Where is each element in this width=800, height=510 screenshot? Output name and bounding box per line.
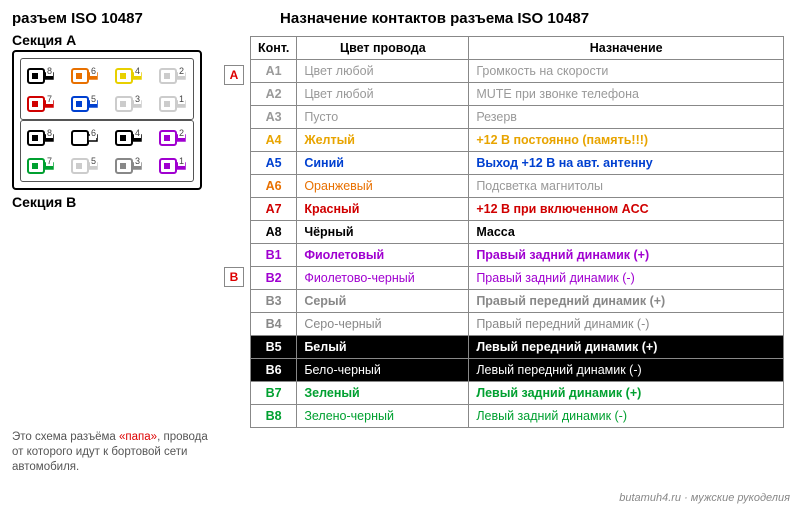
purpose-cell: Масса <box>469 221 784 244</box>
connector-pin: 2 <box>159 127 187 149</box>
connector-pin: 6 <box>71 65 99 87</box>
table-row: B5БелыйЛевый передний динамик (+) <box>251 336 784 359</box>
pin-cell: A6 <box>251 175 297 198</box>
table-row: A7Красный+12 В при включенном ACC <box>251 198 784 221</box>
connector-pin: 4 <box>115 65 143 87</box>
connector-pin: 6 <box>71 127 99 149</box>
header-cont: Конт. <box>251 37 297 60</box>
section-marker-a: A <box>224 65 244 85</box>
color-cell: Серый <box>297 290 469 313</box>
purpose-cell: Правый передний динамик (-) <box>469 313 784 336</box>
purpose-cell: Правый задний динамик (+) <box>469 244 784 267</box>
pin-cell: A8 <box>251 221 297 244</box>
connector-pin: 5 <box>71 93 99 115</box>
pin-cell: A1 <box>251 60 297 83</box>
color-cell: Чёрный <box>297 221 469 244</box>
title-connector: разъем ISO 10487 <box>12 10 143 27</box>
footnote: Это схема разъёма «папа», провода от кот… <box>12 430 212 475</box>
watermark-bottom: butamuh4.ru · мужские рукоделия <box>619 492 790 504</box>
connector-pin: 3 <box>115 93 143 115</box>
table-row: B2Фиолетово-черныйПравый задний динамик … <box>251 267 784 290</box>
color-cell: Белый <box>297 336 469 359</box>
color-cell: Цвет любой <box>297 83 469 106</box>
connector-pin: 2 <box>159 65 187 87</box>
purpose-cell: Выход +12 В на авт. антенну <box>469 152 784 175</box>
pin-cell: A2 <box>251 83 297 106</box>
pin-cell: B2 <box>251 267 297 290</box>
color-cell: Пусто <box>297 106 469 129</box>
pinout-table-wrap: A B Конт. Цвет провода Назначение A1Цвет… <box>250 36 784 428</box>
connector-pin: 7 <box>27 155 55 177</box>
connector-pin: 1 <box>159 155 187 177</box>
purpose-cell: Левый задний динамик (+) <box>469 382 784 405</box>
header-purpose: Назначение <box>469 37 784 60</box>
purpose-cell: Резерв <box>469 106 784 129</box>
table-row: A3ПустоРезерв <box>251 106 784 129</box>
table-row: B3СерыйПравый передний динамик (+) <box>251 290 784 313</box>
pin-cell: A3 <box>251 106 297 129</box>
color-cell: Зеленый <box>297 382 469 405</box>
color-cell: Оранжевый <box>297 175 469 198</box>
color-cell: Бело-черный <box>297 359 469 382</box>
table-row: B4Серо-черныйПравый передний динамик (-) <box>251 313 784 336</box>
table-row: B7ЗеленыйЛевый задний динамик (+) <box>251 382 784 405</box>
pin-cell: B3 <box>251 290 297 313</box>
connector-pin: 5 <box>71 155 99 177</box>
purpose-cell: Левый передний динамик (+) <box>469 336 784 359</box>
purpose-cell: Правый передний динамик (+) <box>469 290 784 313</box>
pinout-table: Конт. Цвет провода Назначение A1Цвет люб… <box>250 36 784 428</box>
pin-cell: B5 <box>251 336 297 359</box>
section-a-label: Секция A <box>12 32 76 48</box>
purpose-cell: +12 В при включенном ACC <box>469 198 784 221</box>
table-row: A8ЧёрныйМасса <box>251 221 784 244</box>
table-row: B8Зелено-черныйЛевый задний динамик (-) <box>251 405 784 428</box>
table-row: A1Цвет любойГромкость на скорости <box>251 60 784 83</box>
table-row: A6ОранжевыйПодсветка магнитолы <box>251 175 784 198</box>
pin-cell: A4 <box>251 129 297 152</box>
table-row: B1ФиолетовыйПравый задний динамик (+) <box>251 244 784 267</box>
header-color: Цвет провода <box>297 37 469 60</box>
color-cell: Серо-черный <box>297 313 469 336</box>
color-cell: Фиолетово-черный <box>297 267 469 290</box>
connector-pin: 8 <box>27 127 55 149</box>
pin-cell: A5 <box>251 152 297 175</box>
connector-pin: 3 <box>115 155 143 177</box>
pin-cell: B7 <box>251 382 297 405</box>
connector-diagram: 86427531 86427531 <box>12 50 202 190</box>
color-cell: Фиолетовый <box>297 244 469 267</box>
pin-cell: B1 <box>251 244 297 267</box>
connector-pin: 8 <box>27 65 55 87</box>
pin-cell: A7 <box>251 198 297 221</box>
table-row: B6Бело-черныйЛевый передний динамик (-) <box>251 359 784 382</box>
connector-pin: 4 <box>115 127 143 149</box>
purpose-cell: Правый задний динамик (-) <box>469 267 784 290</box>
color-cell: Цвет любой <box>297 60 469 83</box>
pin-cell: B8 <box>251 405 297 428</box>
purpose-cell: +12 В постоянно (память!!!) <box>469 129 784 152</box>
purpose-cell: Левый передний динамик (-) <box>469 359 784 382</box>
color-cell: Красный <box>297 198 469 221</box>
pin-cell: B4 <box>251 313 297 336</box>
color-cell: Желтый <box>297 129 469 152</box>
section-a-block: 8642 7531 <box>20 58 194 120</box>
title-table: Назначение контактов разъема ISO 10487 <box>280 10 589 27</box>
table-row: A5СинийВыход +12 В на авт. антенну <box>251 152 784 175</box>
purpose-cell: Подсветка магнитолы <box>469 175 784 198</box>
connector-pin: 7 <box>27 93 55 115</box>
connector-pin: 1 <box>159 93 187 115</box>
color-cell: Зелено-черный <box>297 405 469 428</box>
table-row: A2Цвет любойMUTE при звонке телефона <box>251 83 784 106</box>
section-b-label: Секция B <box>12 194 76 210</box>
purpose-cell: Левый задний динамик (-) <box>469 405 784 428</box>
table-row: A4Желтый+12 В постоянно (память!!!) <box>251 129 784 152</box>
section-marker-b: B <box>224 267 244 287</box>
section-b-block: 8642 7531 <box>20 120 194 182</box>
purpose-cell: MUTE при звонке телефона <box>469 83 784 106</box>
color-cell: Синий <box>297 152 469 175</box>
purpose-cell: Громкость на скорости <box>469 60 784 83</box>
pin-cell: B6 <box>251 359 297 382</box>
